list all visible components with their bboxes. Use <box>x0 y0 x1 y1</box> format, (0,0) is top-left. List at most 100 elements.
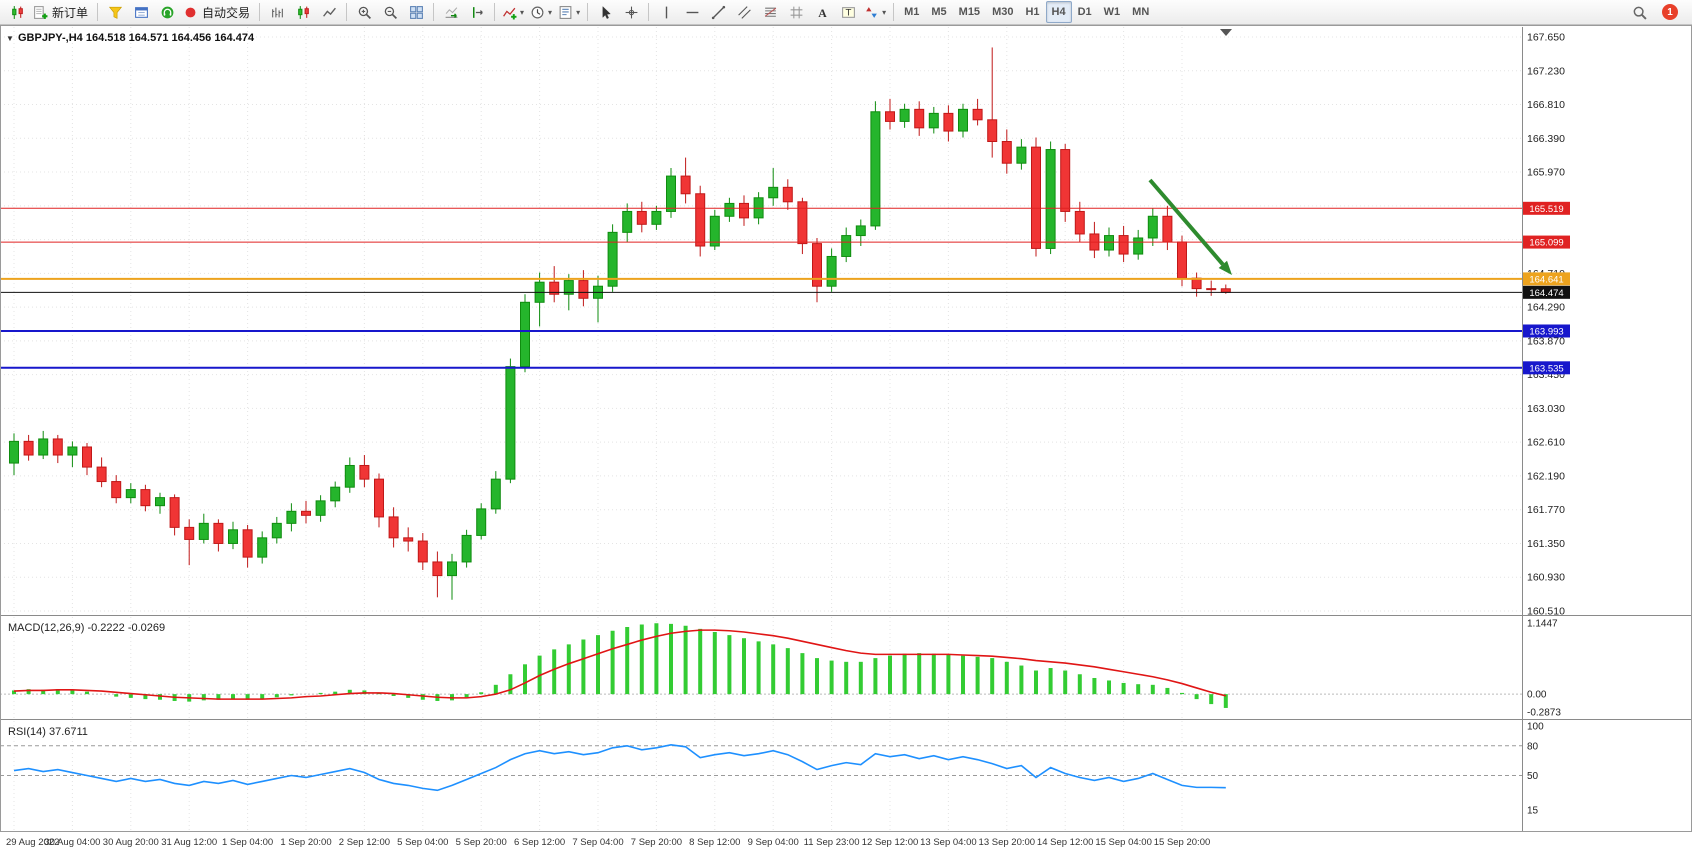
time-axis-label: 9 Sep 04:00 <box>748 837 799 848</box>
crosshair-icon <box>624 5 639 20</box>
rsi-axis-label: 15 <box>1527 806 1539 817</box>
candle-body <box>490 478 501 510</box>
horizontal-line-button[interactable] <box>679 1 705 23</box>
candle-body <box>1074 210 1085 235</box>
time-axis-label: 30 Aug 20:00 <box>103 837 159 848</box>
new-chart-button[interactable] <box>4 1 30 23</box>
bar-chart-button[interactable] <box>264 1 290 23</box>
data-window-icon <box>134 5 149 20</box>
candle-body <box>403 537 414 542</box>
candle-body <box>549 281 560 295</box>
chart-shift-button[interactable] <box>464 1 490 23</box>
timeframe-h1-button-label: H1 <box>1025 6 1040 18</box>
chart-shift-marker[interactable] <box>1220 29 1232 36</box>
market-watch-button[interactable] <box>102 1 128 23</box>
candle-body <box>987 119 998 143</box>
timeframe-m30-button[interactable]: M30 <box>986 1 1019 23</box>
chart-canvas[interactable]: 167.650 167.230 166.810 166.390 165.970 165.5… <box>0 25 1692 850</box>
cursor-button[interactable] <box>592 1 618 23</box>
toolbar-separator <box>259 3 261 21</box>
time-axis-label: 31 Aug 12:00 <box>161 837 217 848</box>
resistance-line-2-badge <box>1523 235 1570 249</box>
candle-body <box>520 301 530 368</box>
timeframe-m30-button-label: M30 <box>992 6 1014 18</box>
timeframe-d1-button[interactable]: D1 <box>1072 1 1098 23</box>
mql5-community-button[interactable] <box>154 1 180 23</box>
text-button[interactable]: A <box>809 1 835 23</box>
dropdown-caret-icon: ▾ <box>576 7 581 17</box>
price-axis-label: 164.290 <box>1527 302 1565 314</box>
support-line-orange-badge <box>1523 272 1570 286</box>
timeframe-w1-button[interactable]: W1 <box>1098 1 1127 23</box>
candle-body <box>476 508 487 536</box>
candle-body <box>1060 149 1071 212</box>
time-axis-label: 29 Aug 2022 <box>6 837 59 848</box>
candle-body <box>417 540 428 563</box>
line-chart-button[interactable] <box>316 1 342 23</box>
text-label-button[interactable]: T <box>835 1 861 23</box>
timeframe-m5-button[interactable]: M5 <box>925 1 952 23</box>
candle-body <box>505 366 516 480</box>
collapse-chart-icon[interactable]: ▼ <box>6 34 14 43</box>
candle-body <box>636 210 647 225</box>
chart-shift-icon <box>470 5 485 20</box>
candles-view-button[interactable] <box>290 1 316 23</box>
candle-body <box>155 497 165 507</box>
candlestick-chart-icon <box>10 5 25 20</box>
arrows-button[interactable]: ▾ <box>861 1 889 23</box>
price-axis-label: 162.610 <box>1527 437 1565 449</box>
trendline-icon <box>711 5 726 20</box>
timeframe-h1-button[interactable]: H1 <box>1019 1 1045 23</box>
candle-body <box>96 466 107 483</box>
templates-button[interactable]: ▾ <box>555 1 583 23</box>
price-axis-label: 166.810 <box>1527 99 1565 111</box>
candle-body <box>870 111 881 227</box>
data-window-button[interactable] <box>128 1 154 23</box>
time-axis-label: 15 Sep 20:00 <box>1154 837 1211 848</box>
time-axis-label: 7 Sep 20:00 <box>631 837 682 848</box>
timeframe-h4-button[interactable]: H4 <box>1045 1 1072 23</box>
toolbar-separator <box>587 3 589 21</box>
macd-axis-label: -0.2873 <box>1527 707 1561 718</box>
fibonacci-button[interactable] <box>757 1 783 23</box>
timeframe-m15-button[interactable]: M15 <box>953 1 986 23</box>
trend-arrow[interactable] <box>1148 178 1225 266</box>
periods-button[interactable]: ▾ <box>527 1 555 23</box>
candle-body <box>680 175 691 195</box>
autotrading-button[interactable]: 自动交易 <box>180 1 255 23</box>
grid-button[interactable] <box>783 1 809 23</box>
chart-title: GBPJPY-,H4 164.518 164.571 164.456 164.4… <box>18 32 255 44</box>
time-axis-label: 5 Sep 04:00 <box>397 837 448 848</box>
timeframe-mn-button[interactable]: MN <box>1126 1 1155 23</box>
time-axis-label: 15 Sep 04:00 <box>1095 837 1152 848</box>
indicators-button[interactable]: ▾ <box>499 1 527 23</box>
trendline-button[interactable] <box>705 1 731 23</box>
new-order-button[interactable]: 新订单 <box>30 1 93 23</box>
candle-body <box>388 516 399 539</box>
zoom-in-button[interactable] <box>351 1 377 23</box>
auto-scroll-button[interactable] <box>438 1 464 23</box>
zoom-out-button[interactable] <box>377 1 403 23</box>
vertical-line-button[interactable] <box>653 1 679 23</box>
support-line-blue-2-badge <box>1523 361 1570 375</box>
crosshair-button[interactable] <box>618 1 644 23</box>
alerts-badge[interactable]: 1 <box>1662 4 1678 20</box>
candle-body <box>972 108 983 121</box>
time-axis-label: 13 Sep 20:00 <box>979 837 1036 848</box>
candle-body <box>943 112 954 132</box>
arrows-icon <box>864 5 879 20</box>
price-axis-label: 163.870 <box>1527 335 1565 347</box>
candle-body <box>198 522 209 540</box>
fibonacci-icon <box>763 5 778 20</box>
equidistant-channel-button[interactable] <box>731 1 757 23</box>
svg-text:A: A <box>818 6 827 19</box>
autotrading-icon <box>183 5 198 20</box>
channel-icon <box>737 5 752 20</box>
support-line-blue-1-badge-label: 163.993 <box>1529 326 1563 337</box>
search-button[interactable] <box>1626 1 1652 23</box>
tile-windows-button[interactable] <box>403 1 429 23</box>
dropdown-caret-icon: ▾ <box>520 7 525 17</box>
timeframe-m1-button[interactable]: M1 <box>898 1 925 23</box>
candle-body <box>169 497 180 528</box>
macd-signal-line <box>13 629 1226 700</box>
